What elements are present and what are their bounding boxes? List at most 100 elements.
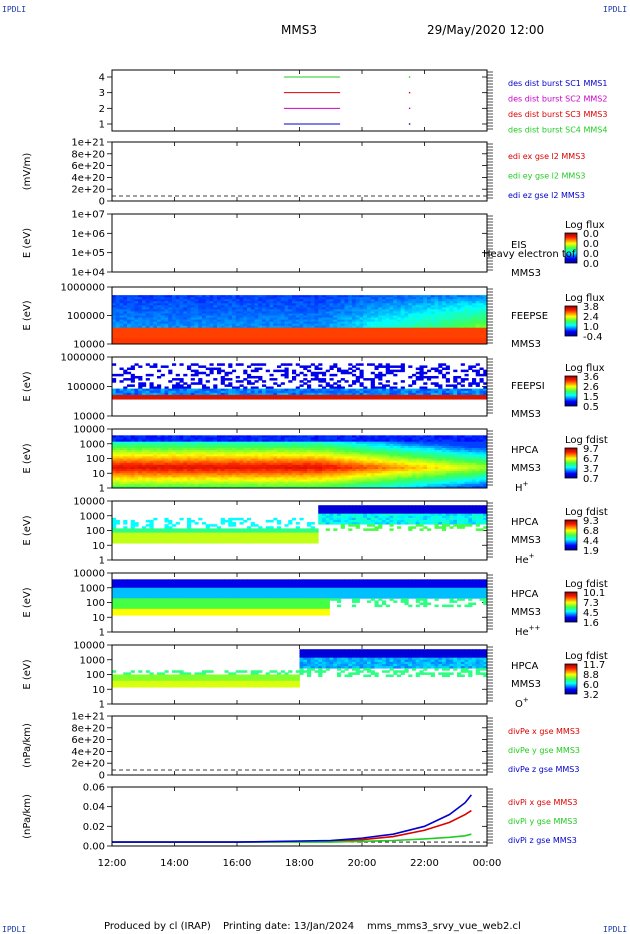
spectrogram-cell — [239, 317, 244, 320]
spectrogram-cell — [258, 452, 263, 455]
y-axis-label: E (eV) — [22, 228, 33, 258]
spectrogram-cell — [258, 485, 263, 489]
spectrogram-cell — [483, 317, 488, 320]
spectrogram-cell — [217, 327, 222, 331]
spectrogram-cell — [187, 317, 192, 320]
spectrogram-cell — [288, 301, 293, 304]
spectrogram-cell — [265, 443, 270, 447]
spectrogram-cell — [224, 331, 229, 335]
spectrogram-cell — [299, 313, 304, 316]
spectrogram-cell — [183, 481, 188, 485]
spectrogram-cell — [295, 447, 300, 451]
spectrogram-cell — [250, 341, 255, 345]
spectrogram-cell — [329, 378, 334, 381]
spectrogram-cell — [190, 369, 195, 373]
y-tick-label: 1 — [99, 484, 105, 495]
spectrogram-cell — [453, 301, 458, 304]
spectrogram-cell — [254, 450, 259, 453]
spectrogram-cell — [284, 325, 289, 329]
spectrogram-cell — [202, 341, 207, 345]
spectrogram-cell — [175, 464, 180, 468]
spectrogram-cell — [438, 321, 443, 325]
spectrogram-cell — [164, 331, 169, 335]
spectrogram-cell — [445, 299, 450, 302]
spectrogram-cell — [209, 394, 214, 398]
y-tick-label: 1e+21 — [71, 138, 105, 149]
spectrogram-cell — [239, 380, 244, 383]
spectrogram-cell — [112, 315, 117, 318]
spectrogram-cell — [344, 392, 349, 396]
spectrogram-cell — [183, 295, 188, 298]
spectrogram-cell — [250, 435, 255, 438]
spectrogram-cell — [288, 466, 293, 470]
spectrogram-cell — [280, 319, 285, 323]
spectrogram-cell — [423, 371, 428, 375]
spectrogram-cell — [325, 384, 330, 387]
spectrogram-cell — [115, 443, 120, 447]
spectrogram-cell — [172, 441, 177, 445]
spectrogram-cell — [194, 319, 199, 323]
spectrogram-cell — [397, 392, 402, 396]
spectrogram-cell — [190, 382, 195, 385]
spectrogram-cell — [254, 363, 259, 366]
spectrogram-cell — [367, 295, 372, 298]
spectrogram-cell — [479, 313, 484, 316]
spectrogram-cell — [400, 397, 405, 400]
spectrogram-cell — [220, 450, 225, 453]
spectrogram-cell — [228, 397, 233, 400]
spectrogram-cell — [179, 325, 184, 329]
spectrogram-cell — [430, 323, 435, 327]
spectrogram-cell — [198, 337, 203, 341]
spectrogram-cell — [412, 380, 417, 383]
spectrogram-cell — [220, 475, 225, 478]
spectrogram-cell — [280, 483, 285, 487]
spectrogram-cell — [145, 392, 150, 396]
spectrogram-cell — [198, 317, 203, 320]
spectrogram-cell — [243, 435, 248, 438]
spectrogram-cell — [348, 331, 353, 335]
spectrogram-cell — [123, 435, 128, 438]
spectrogram-cell — [145, 477, 150, 480]
spectrogram-cell — [453, 319, 458, 323]
spectrogram-cell — [280, 435, 285, 438]
spectrogram-cell — [160, 321, 165, 325]
spectrogram-cell — [434, 317, 439, 320]
spectrogram-cell — [397, 339, 402, 343]
spectrogram-cell — [310, 447, 315, 451]
spectrogram-cell — [127, 460, 132, 464]
spectrogram-cell — [247, 456, 252, 459]
spectrogram-cell — [310, 325, 315, 329]
spectrogram-cell — [175, 327, 180, 331]
spectrogram-cell — [322, 325, 327, 329]
spectrogram-cell — [235, 305, 240, 308]
spectrogram-cell — [145, 454, 150, 457]
spectrogram-cell — [427, 305, 432, 308]
spectrogram-cell — [209, 319, 214, 323]
spectrogram-cell — [262, 327, 267, 331]
spectrogram-cell — [130, 473, 135, 476]
spectrogram-cell — [307, 477, 312, 480]
spectrogram-cell — [310, 392, 315, 396]
spectrogram-cell — [367, 317, 372, 320]
spectrogram-cell — [374, 331, 379, 335]
spectrogram-cell — [460, 317, 465, 320]
spectrogram-cell — [389, 311, 394, 314]
spectrogram-cell — [355, 380, 360, 383]
spectrogram-cell — [179, 390, 184, 394]
spectrogram-cell — [175, 443, 180, 447]
spectrogram-cell — [190, 454, 195, 457]
spectrogram-cell — [284, 477, 289, 480]
spectrogram-cell — [179, 473, 184, 476]
spectrogram-cell — [254, 479, 259, 483]
spectrogram-cell — [427, 390, 432, 394]
spectrogram-cell — [115, 460, 120, 464]
spectrogram-cell — [269, 378, 274, 381]
spectrogram-cell — [307, 309, 312, 312]
spectrogram-cell — [179, 475, 184, 478]
spectrogram-cell — [115, 450, 120, 453]
spectrogram-cell — [187, 341, 192, 345]
spectrogram-cell — [179, 386, 184, 390]
spectrogram-cell — [393, 329, 398, 333]
spectrogram-cell — [127, 307, 132, 310]
spectrogram-cell — [310, 337, 315, 341]
